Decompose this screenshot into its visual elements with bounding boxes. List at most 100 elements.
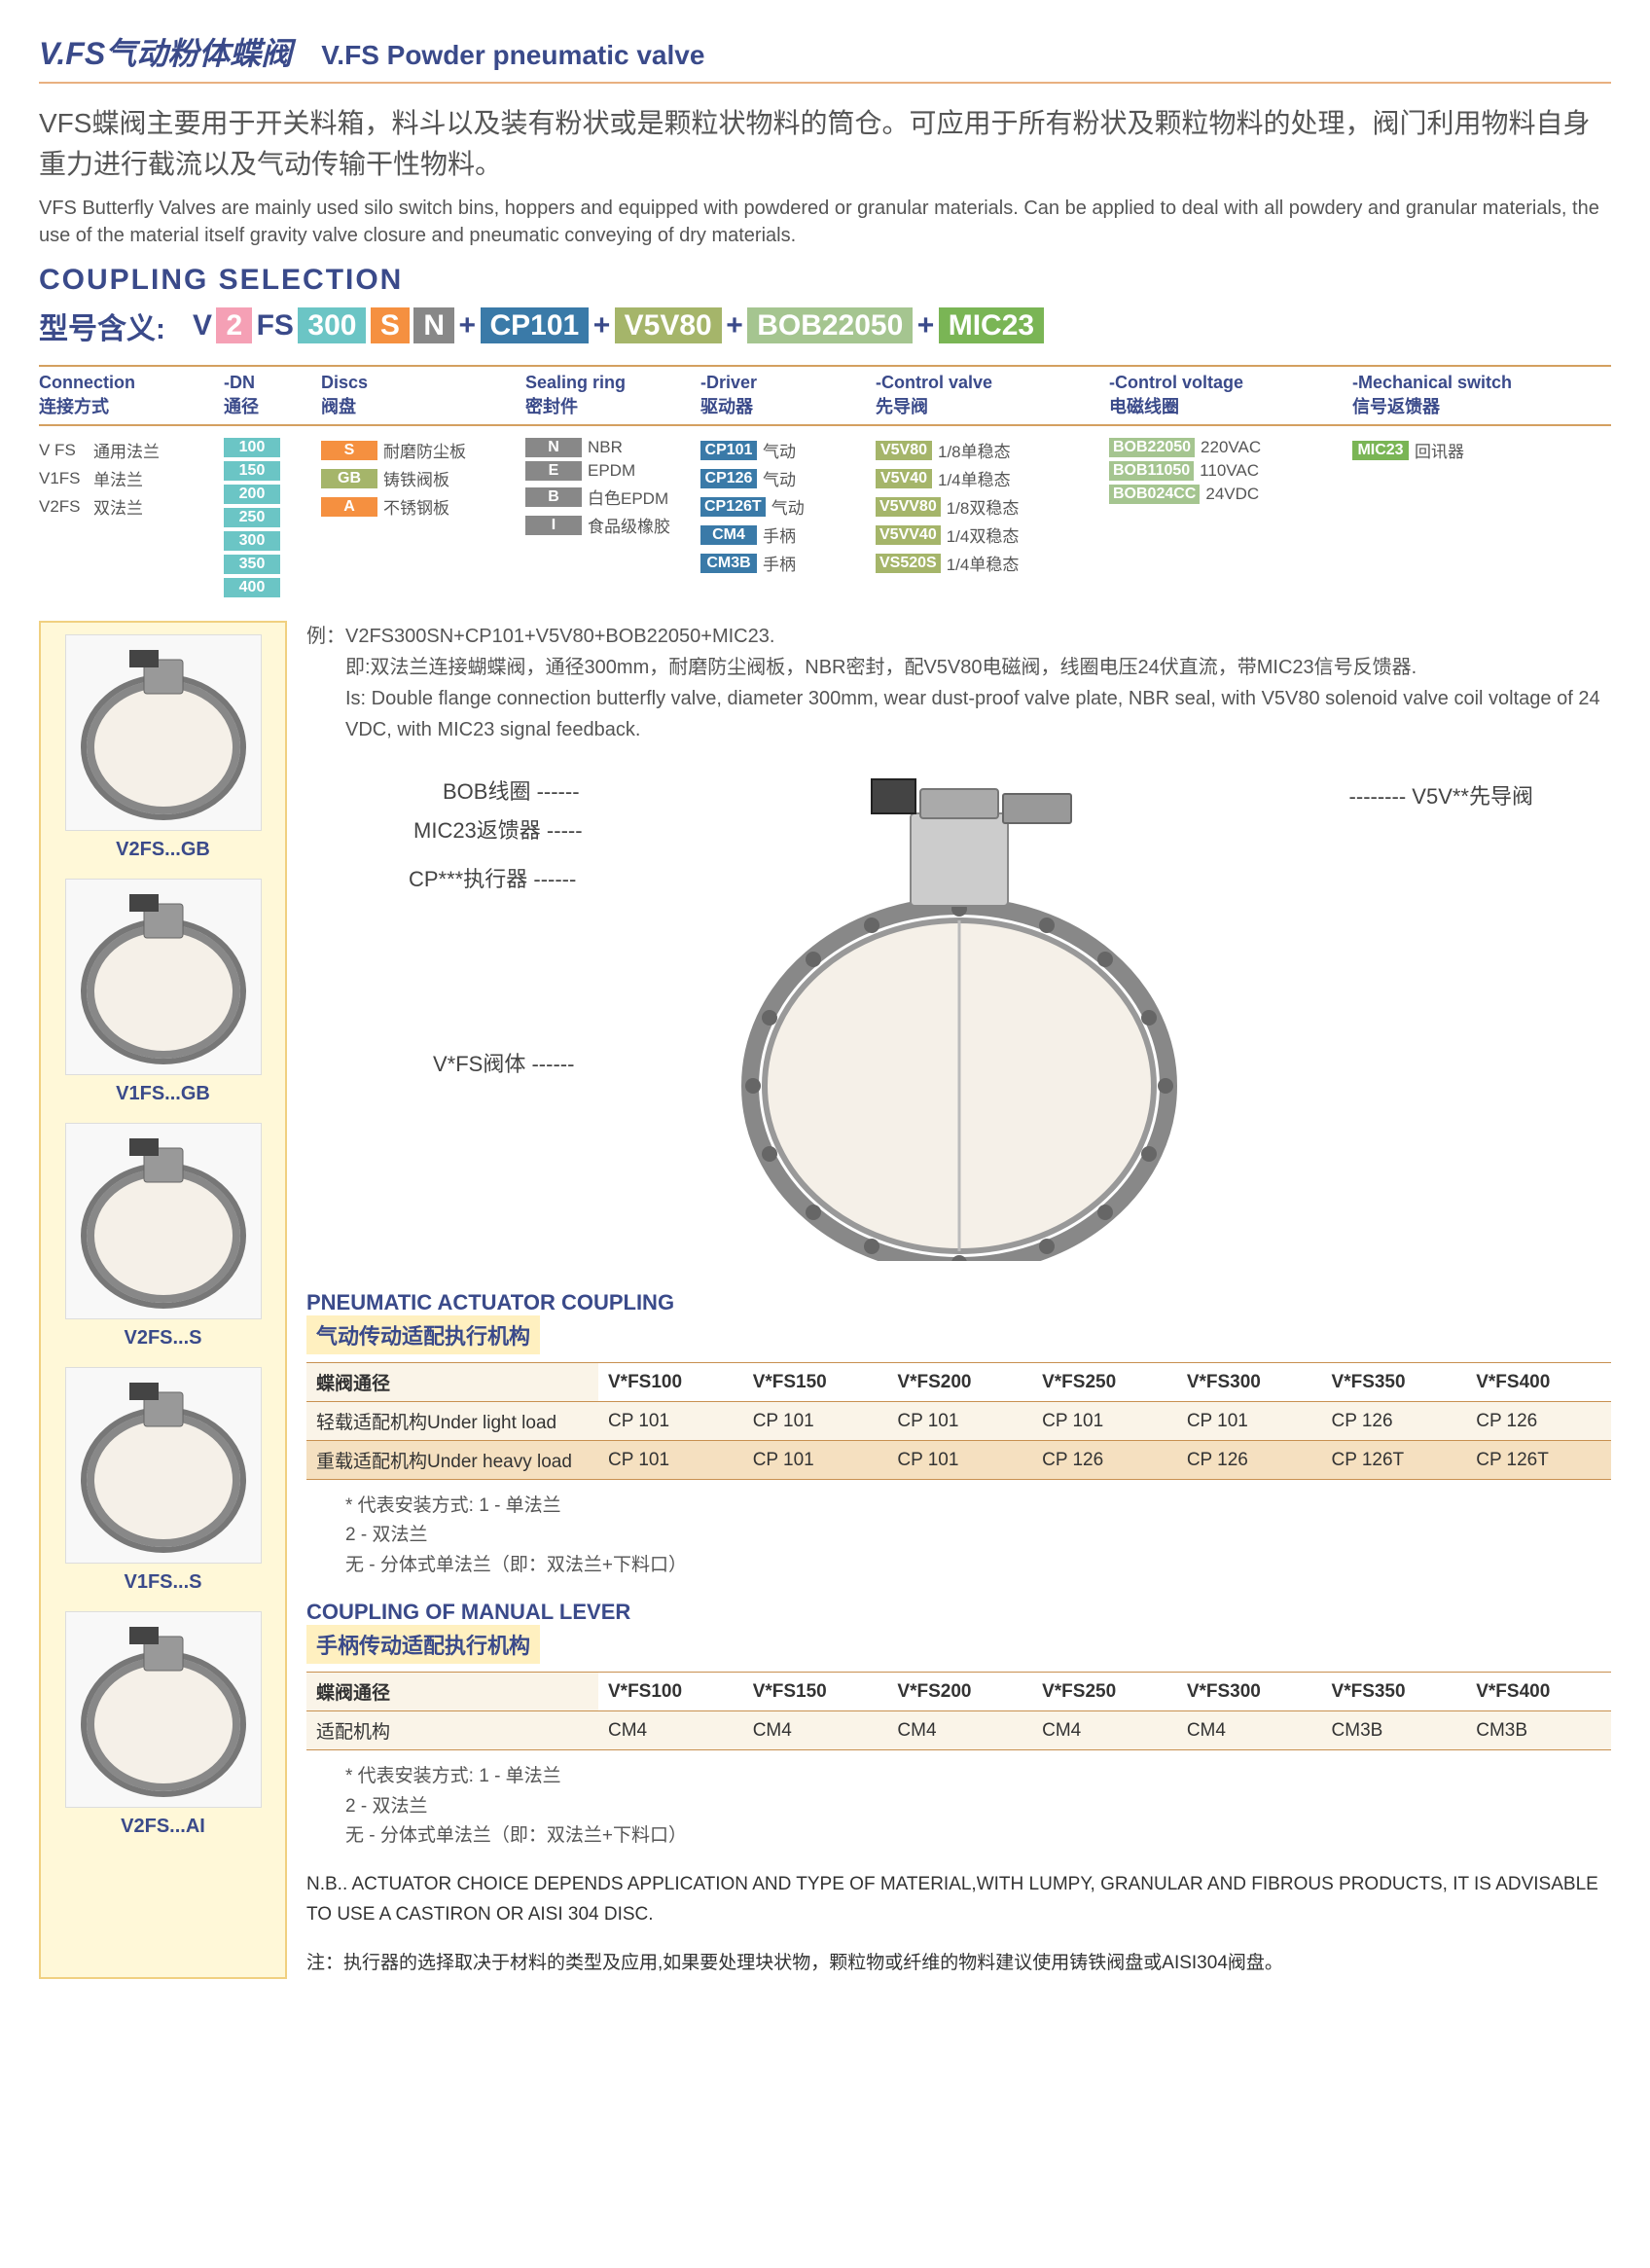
option-badge: 400 [224,578,280,597]
option-item: V5V401/4单稳态 [876,466,1099,490]
table-cell: CP 101 [887,1402,1032,1441]
valve-diagram: BOB线圈 ------ MIC23返馈器 ----- CP***执行器 ---… [306,765,1611,1271]
option-item: 100 [224,438,311,457]
table-cell: CM4 [1032,1711,1177,1750]
col-connection: V FS通用法兰V1FS单法兰V2FS双法兰 [39,438,214,601]
column-headers: Connection连接方式-DN通径Discs阀盘Sealing ring密封… [39,365,1611,426]
option-item: A 不锈钢板 [321,494,516,519]
option-badge: CP126T [700,497,766,517]
option-text: 手柄 [763,551,796,575]
option-badge: 200 [224,485,280,504]
table-header: V*FS300 [1177,1673,1322,1711]
table-row: 适配机构CM4CM4CM4CM4CM4CM3BCM3B [306,1711,1611,1750]
option-text: 气动 [763,466,796,490]
option-text: EPDM [588,461,635,481]
option-text: NBR [588,438,623,457]
table-header: V*FS400 [1466,1363,1611,1402]
manual-title-en: COUPLING OF MANUAL LEVER [306,1600,1611,1625]
table-header: V*FS150 [743,1363,888,1402]
option-badge: MIC23 [1352,441,1409,460]
nb-en: N.B.. ACTUATOR CHOICE DEPENDS APPLICATIO… [306,1870,1611,1929]
table-cell: CP 126 [1466,1402,1611,1441]
option-badge: BOB024CC [1109,485,1200,504]
table-header: V*FS300 [1177,1363,1322,1402]
col-sealing: NNBREEPDMB白色EPDMI食品级橡胶 [525,438,691,601]
model-part: V5V80 [615,307,722,343]
option-text: 气动 [771,494,805,519]
model-code-row: 型号含义: V 2 FS 300 S N + CP101 + V5V80 + B… [39,305,1611,347]
header-en: -DN [224,373,311,393]
model-part: BOB22050 [747,307,913,343]
option-badge: V5V40 [876,469,932,488]
option-item: V5VV401/4双稳态 [876,522,1099,547]
description-en: VFS Butterfly Valves are mainly used sil… [39,195,1611,249]
option-item: B白色EPDM [525,485,691,509]
table-row: 蝶阀通径V*FS100V*FS150V*FS200V*FS250V*FS300V… [306,1673,1611,1711]
option-text: 手柄 [763,522,796,547]
table-header: V*FS250 [1032,1363,1177,1402]
table-header: 蝶阀通径 [306,1673,598,1711]
option-item: 250 [224,508,311,527]
table-cell: CM4 [1177,1711,1322,1750]
option-item: CP101气动 [700,438,866,462]
table-cell: 轻载适配机构Under light load [306,1402,598,1441]
product-thumbnail: V2FS...GB [53,634,273,861]
model-part: + [917,309,935,342]
thumbnail-label: V1FS...S [124,1571,201,1594]
option-item: 350 [224,555,311,574]
pneumatic-title-en: PNEUMATIC ACTUATOR COUPLING [306,1290,1611,1315]
option-item: EEPDM [525,461,691,481]
table-cell: 适配机构 [306,1711,598,1750]
thumbnail-image [65,1611,262,1808]
option-badge: N [525,438,582,457]
model-part: 2 [216,307,252,343]
option-item: CM4 手柄 [700,522,866,547]
table-cell: CP 126 [1032,1441,1177,1480]
header-cn: 密封件 [525,393,691,418]
option-badge: CM4 [700,525,757,545]
table-cell: CP 126 [1177,1441,1322,1480]
note-2: * 代表安装方式: 1 - 单法兰2 - 双法兰无 - 分体式单法兰（即：双法兰… [345,1762,1611,1851]
option-text: 白色EPDM [588,485,668,509]
table-cell: CM3B [1322,1711,1467,1750]
header-en: Connection [39,373,214,393]
table-header: V*FS250 [1032,1673,1177,1711]
table-header: V*FS100 [598,1673,743,1711]
thumbnail-image [65,1367,262,1564]
table-row: 轻载适配机构Under light loadCP 101CP 101CP 101… [306,1402,1611,1441]
annot-mic: MIC23返馈器 ----- [413,813,583,845]
table-cell: CP 101 [1177,1402,1322,1441]
option-badge: CP126 [700,469,757,488]
header-cn: 通径 [224,393,311,418]
description-cn: VFS蝶阀主要用于开关料箱，料斗以及装有粉状或是颗粒状物料的筒仓。可应用于所有粉… [39,103,1611,185]
model-label: 型号含义: [39,305,165,347]
header-en: -Control valve [876,373,1099,393]
col-control-valve: V5V801/8单稳态 V5V401/4单稳态 V5VV801/8双稳态 V5VV40… [876,438,1099,601]
option-text: 不锈钢板 [383,494,449,519]
thumbnail-label: V1FS...GB [116,1083,210,1105]
header-en: -Mechanical switch [1352,373,1566,393]
right-content: 例：V2FS300SN+CP101+V5V80+BOB22050+MIC23. … [306,621,1611,1979]
table-row: 蝶阀通径V*FS100V*FS150V*FS200V*FS250V*FS300V… [306,1363,1611,1402]
model-part: S [371,307,410,343]
option-badge: A [321,497,377,517]
example-line1: 例：V2FS300SN+CP101+V5V80+BOB22050+MIC23. [306,621,1611,652]
option-badge: CP101 [700,441,757,460]
option-item: V FS通用法兰 [39,438,214,462]
table-cell: CP 101 [598,1441,743,1480]
table-cell: CM4 [743,1711,888,1750]
thumbnail-label: V2FS...GB [116,839,210,861]
product-thumbnail: V1FS...GB [53,879,273,1105]
table-cell: CM4 [598,1711,743,1750]
option-badge: V5VV40 [876,525,941,545]
model-part: V [193,309,212,342]
option-item: V5V801/8单稳态 [876,438,1099,462]
option-text: 1/8单稳态 [938,438,1011,462]
option-badge: S [321,441,377,460]
table-header: V*FS200 [887,1673,1032,1711]
model-part: + [593,309,611,342]
table-cell: CM4 [887,1711,1032,1750]
product-thumbnails: V2FS...GBV1FS...GBV2FS...SV1FS...SV2FS..… [39,621,287,1979]
table-cell: CP 126 [1322,1402,1467,1441]
option-item: V5VV801/8双稳态 [876,494,1099,519]
